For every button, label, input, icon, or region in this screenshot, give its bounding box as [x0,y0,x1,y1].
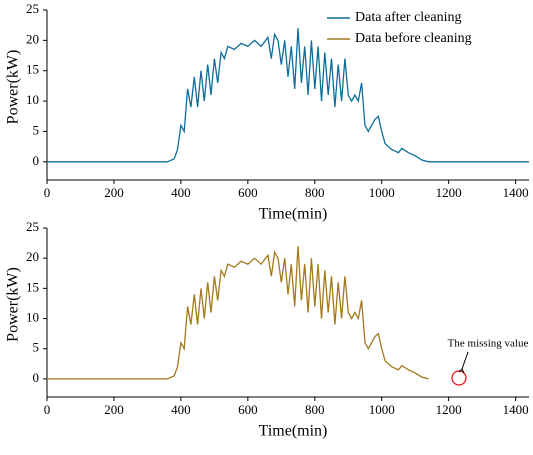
y-tick-label: 10 [26,310,39,325]
legend-label: Data before cleaning [355,31,472,46]
y-tick-label: 0 [33,153,40,168]
x-tick-label: 400 [171,402,191,417]
y-tick-label: 5 [33,340,40,355]
x-tick-label: 600 [238,185,258,200]
x-tick-label: 800 [305,185,325,200]
y-tick-label: 25 [26,1,39,16]
annotation-arrow [461,351,469,370]
y-tick-label: 0 [33,370,40,385]
y-tick-label: 15 [26,279,39,294]
x-tick-label: 1400 [503,185,529,200]
x-tick-label: 1400 [503,402,529,417]
x-tick-label: 200 [104,402,124,417]
data-line [47,28,529,163]
y-axis-title: Power(kW) [5,267,22,342]
x-tick-label: 1000 [369,185,395,200]
data-line [47,246,529,379]
x-tick-label: 200 [104,185,124,200]
y-tick-label: 5 [33,122,40,137]
y-tick-label: 20 [26,31,39,46]
legend-label: Data after cleaning [355,10,462,25]
y-axis-title: Power(kW) [5,50,22,125]
x-tick-label: 400 [171,185,191,200]
y-tick-label: 15 [26,62,39,77]
x-tick-label: 1200 [436,185,462,200]
x-tick-label: 1000 [369,402,395,417]
y-tick-label: 10 [26,92,39,107]
missing-marker [451,370,467,386]
x-tick-label: 0 [44,402,51,417]
y-tick-label: 20 [26,249,39,264]
x-tick-label: 1200 [436,402,462,417]
y-tick-label: 25 [26,219,39,234]
annotation: The missing value [448,338,529,350]
x-axis-title: Time(min) [259,423,328,440]
x-axis-title: Time(min) [259,206,328,223]
x-tick-label: 0 [44,185,51,200]
x-tick-label: 600 [238,402,258,417]
arrow-head [458,368,465,374]
x-tick-label: 800 [305,402,325,417]
